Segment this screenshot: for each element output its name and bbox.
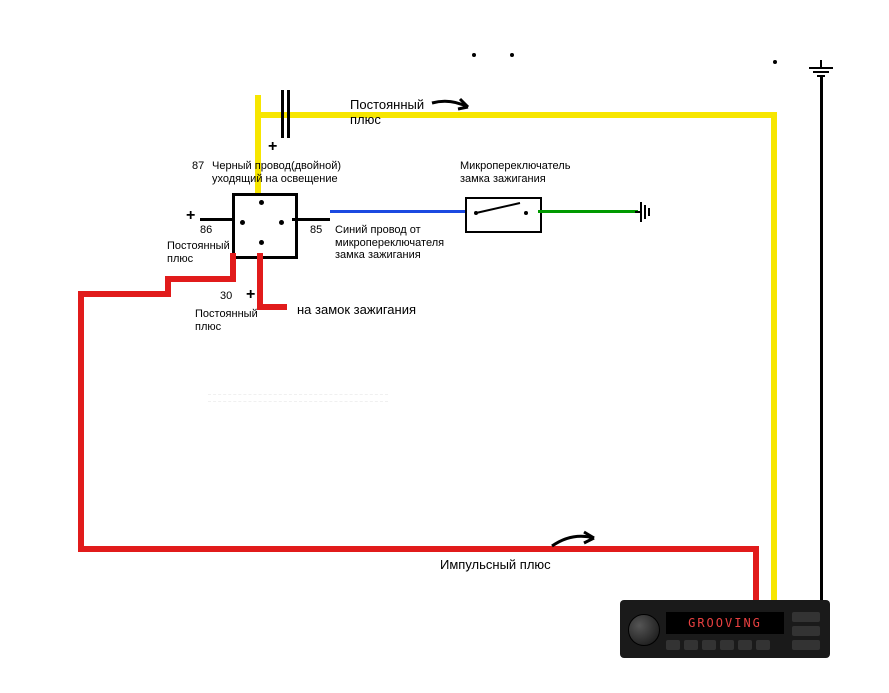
faint-marks [208,390,388,408]
label-constant-plus-86: Постоянный плюс [167,240,230,265]
wire-red-30-horiz-right [257,304,287,310]
dot-decorative [773,60,777,64]
relay-dot [259,240,264,245]
label-black-wire: Черный провод(двойной) уходящий на освещ… [212,160,341,185]
wire-86-stub [200,218,232,221]
radio-button [720,640,734,650]
switch-contact [470,200,533,231]
radio-button [756,640,770,650]
relay-box [232,193,298,259]
wire-blue [330,210,465,213]
label-constant-plus-30: Постоянный плюс [195,308,258,333]
plus-symbol: + [246,286,255,304]
plus-symbol: + [268,138,277,156]
label-pin86: 86 [200,224,212,237]
dot-decorative [510,53,514,57]
wire-black-stub1 [281,90,284,138]
radio-button [792,640,820,650]
radio-display: GROOVING [666,612,784,634]
arrow-impulse-plus [550,528,600,557]
wire-yellow-horizontal-top [255,112,777,118]
wire-red-30-down [257,253,263,310]
wire-red-right-up [753,546,759,600]
radio-knob-left [628,614,660,646]
radio-button [792,626,820,636]
radio-button [684,640,698,650]
car-radio: GROOVING [620,600,830,658]
radio-display-text: GROOVING [688,616,762,630]
relay-dot [259,200,264,205]
arrow-constant-plus-top [430,95,475,120]
diagram-canvas: Постоянный плюс + Черный провод(двойной)… [0,0,889,693]
wire-red-bottom [78,546,759,552]
label-pin30: 30 [220,290,232,303]
relay-dot [279,220,284,225]
dot-decorative [472,53,476,57]
wire-ground-vertical [820,77,823,600]
label-constant-plus-top: Постоянный плюс [350,98,424,128]
label-pin85: 85 [310,224,322,237]
wire-yellow-vertical-right [771,112,777,600]
label-impulse-plus: Импульсный плюс [440,558,551,573]
ground-symbol-icon [635,198,655,231]
wire-black-stub2 [287,90,290,138]
radio-button [792,612,820,622]
label-microswitch: Микропереключатель замка зажигания [460,160,570,185]
label-to-ignition: на замок зажигания [297,303,416,318]
wire-red-30-horiz-left [165,276,236,282]
label-pin87: 87 [192,160,204,173]
radio-button [702,640,716,650]
ground-symbol-icon [806,60,836,85]
plus-symbol: + [186,207,195,225]
wire-red-left-down1 [230,253,236,282]
radio-button [738,640,752,650]
label-blue-wire: Синий провод от микропереключателя замка… [335,224,444,262]
relay-dot [240,220,245,225]
radio-button [666,640,680,650]
wire-85-stub [292,218,330,221]
wire-red-to-left [78,291,171,297]
wire-red-left-vertical [78,291,84,552]
wire-green [538,210,638,213]
